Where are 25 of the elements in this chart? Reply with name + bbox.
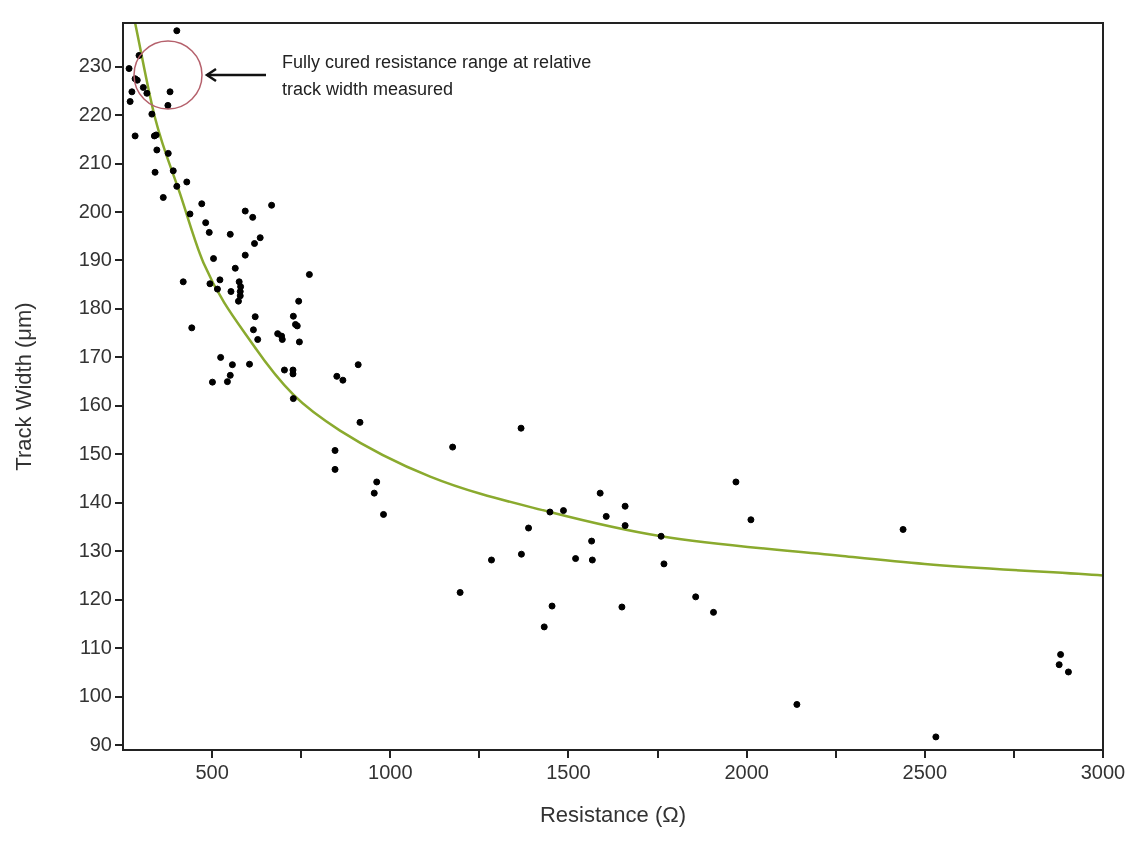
line-series [133, 23, 1103, 577]
x-tick-label: 2000 [724, 760, 769, 783]
x-tick-label: 2500 [902, 760, 948, 783]
x-tick-label: 500 [195, 760, 229, 783]
x-tick-label: 1000 [368, 760, 413, 783]
y-tick-label: 120 [78, 587, 112, 610]
y-tick-label: 190 [78, 248, 112, 270]
x-axis-title: Resistance (Ω) [539, 801, 687, 827]
y-tick-label: 200 [78, 199, 112, 222]
y-tick-label: 160 [78, 393, 112, 416]
y-tick-label: 210 [78, 151, 112, 174]
annotation: Fully cured resistance range at relative track width measured [282, 51, 593, 101]
x-tick-label: 1500 [546, 760, 591, 783]
y-tick-label: 220 [78, 102, 112, 125]
x-tick-label: 3000 [1080, 760, 1126, 783]
y-tick-label: 130 [78, 538, 112, 561]
y-tick-label: 170 [78, 344, 112, 367]
y-tick-label: 230 [78, 54, 112, 77]
y-tick-label: 90 [89, 732, 112, 755]
y-tick-label: 100 [78, 684, 112, 707]
y-axis-title: Track Width (μm) [11, 302, 37, 471]
y-tick-label: 180 [78, 296, 112, 319]
y-tick-label: 140 [78, 490, 112, 513]
y-tick-label: 150 [78, 441, 112, 464]
y-tick-label: 110 [80, 635, 112, 658]
